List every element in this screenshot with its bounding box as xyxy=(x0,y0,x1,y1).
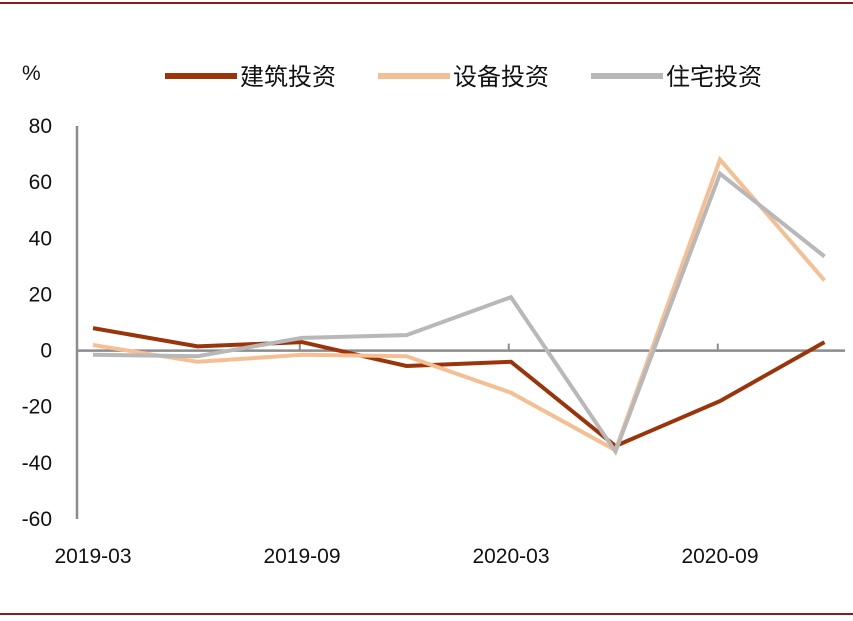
y-tick-label: -20 xyxy=(22,396,52,419)
y-tick-label: 80 xyxy=(29,115,52,138)
y-tick-label: -60 xyxy=(22,508,52,531)
legend-label: 设备投资 xyxy=(453,63,549,91)
x-tick-label: 2019-09 xyxy=(263,545,340,568)
legend-label: 建筑投资 xyxy=(240,63,336,91)
y-unit-label: % xyxy=(22,62,41,85)
series-line-3 xyxy=(92,170,826,456)
chart-series xyxy=(92,155,827,456)
chart-legend: 建筑投资 设备投资 住宅投资 xyxy=(165,63,762,91)
y-tick-label: -40 xyxy=(22,452,52,475)
y-tick-label: 60 xyxy=(29,171,52,194)
y-tick-label: 20 xyxy=(29,283,52,306)
x-tick-label: 2019-03 xyxy=(54,545,131,568)
legend-label: 住宅投资 xyxy=(666,63,762,91)
series-line-2 xyxy=(92,155,827,454)
y-tick-label: 0 xyxy=(40,340,52,363)
x-tick-label: 2020-03 xyxy=(472,545,549,568)
series-line-1 xyxy=(92,326,826,449)
y-tick-label: 40 xyxy=(29,227,52,250)
top-border-rule xyxy=(0,2,853,4)
x-tick-label: 2020-09 xyxy=(681,545,758,568)
bottom-border-rule xyxy=(0,613,853,615)
